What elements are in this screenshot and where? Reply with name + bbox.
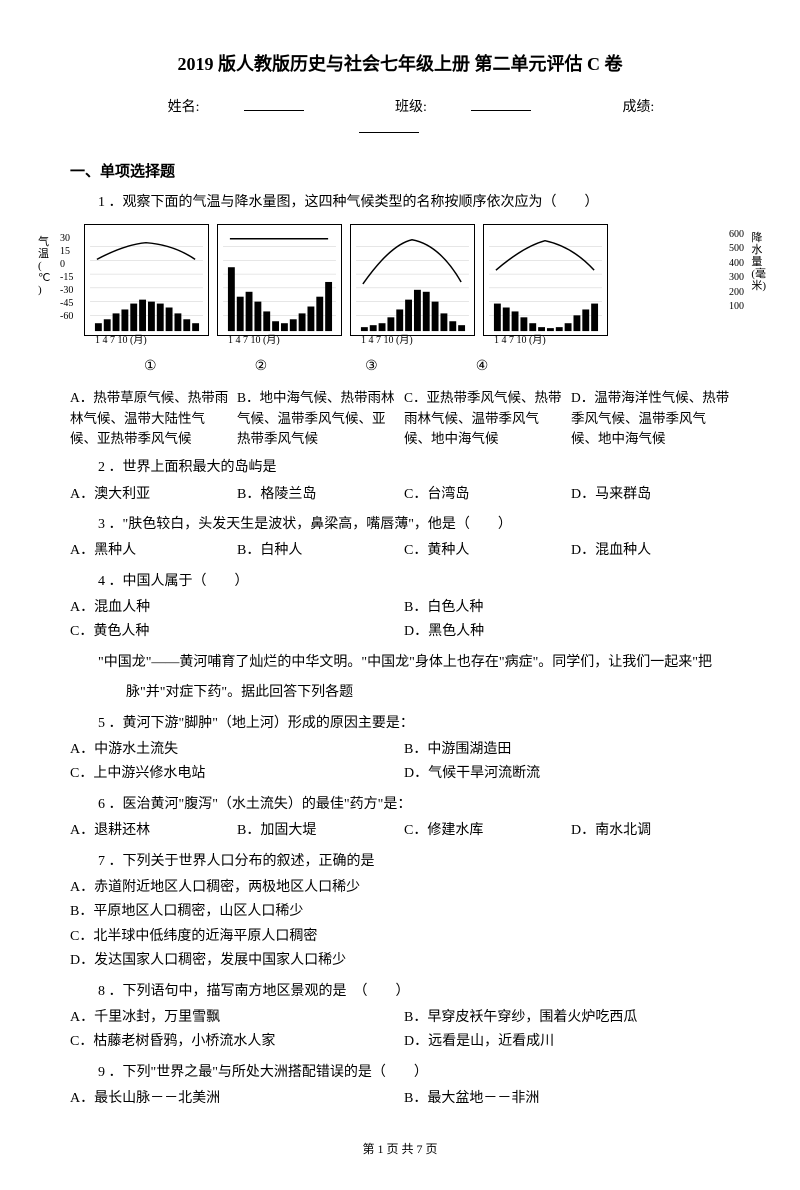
axis-right-tick: 600 xyxy=(729,228,744,243)
score-label: 成绩: xyxy=(622,100,654,115)
q8-opt-c[interactable]: C．枯藤老树昏鸦，小桥流水人家 xyxy=(70,1031,396,1053)
q2-options: A．澳大利亚 B．格陵兰岛 C．台湾岛 D．马来群岛 xyxy=(70,484,730,506)
q2-opt-b[interactable]: B．格陵兰岛 xyxy=(237,484,396,506)
chart-number: ② xyxy=(255,356,268,378)
axis-left-tick: -30 xyxy=(60,284,73,297)
q5-opt-c[interactable]: C．上中游兴修水电站 xyxy=(70,763,396,785)
name-label: 姓名: xyxy=(168,100,200,115)
q3-opt-d[interactable]: D．混血种人 xyxy=(571,540,730,562)
name-blank[interactable] xyxy=(244,97,304,111)
q7-text: 7 ．下列关于世界人口分布的叙述，正确的是 xyxy=(98,851,730,873)
q5-opt-b[interactable]: B．中游围湖造田 xyxy=(404,739,730,761)
temp-axis-label: 气温(℃) xyxy=(38,236,50,296)
q5-text: 5 ．黄河下游"脚肿"（地上河）形成的原因主要是： xyxy=(98,713,730,735)
chart-number: ① xyxy=(144,356,157,378)
q8-options: A．千里冰封，万里雪飘 B．早穿皮袄午穿纱，围着火炉吃西瓜 C．枯藤老树昏鸦，小… xyxy=(70,1007,730,1054)
student-info-row: 姓名: 班级: 成绩: xyxy=(70,97,730,142)
q3-opt-a[interactable]: A．黑种人 xyxy=(70,540,229,562)
q3-text: 3 ．"肤色较白，头发天生是波状，鼻梁高，嘴唇薄"，他是（ ） xyxy=(98,514,730,536)
axis-left-tick: -60 xyxy=(60,310,73,323)
q6-opt-c[interactable]: C．修建水库 xyxy=(404,820,563,842)
axis-right-tick: 500 xyxy=(729,242,744,257)
q3-opt-c[interactable]: C．黄种人 xyxy=(404,540,563,562)
q4-options: A．混血人种 B．白色人种 C．黄色人种 D．黑色人种 xyxy=(70,597,730,644)
precip-axis-label: 降水量(毫米) xyxy=(751,232,766,292)
q4-opt-c[interactable]: C．黄色人种 xyxy=(70,621,396,643)
q2-text: 2 ．世界上面积最大的岛屿是 xyxy=(98,457,730,479)
q8-text: 8 ．下列语句中，描写南方地区景观的是 （ ） xyxy=(98,981,730,1003)
q2-opt-d[interactable]: D．马来群岛 xyxy=(571,484,730,506)
q4-opt-d[interactable]: D．黑色人种 xyxy=(404,621,730,643)
axis-left-tick: 30 xyxy=(60,232,73,245)
climate-chart-1: 1 4 7 10 (月) xyxy=(84,224,209,336)
q7-opt-c[interactable]: C．北半球中低纬度的近海平原人口稠密 xyxy=(70,926,730,948)
q6-options: A．退耕还林 B．加固大堤 C．修建水库 D．南水北调 xyxy=(70,820,730,842)
score-blank[interactable] xyxy=(359,119,419,133)
chart-number-row: ① ② ③ ④ xyxy=(144,356,730,378)
q9-opt-b[interactable]: B．最大盆地－－非洲 xyxy=(404,1088,730,1110)
q8-opt-b[interactable]: B．早穿皮袄午穿纱，围着火炉吃西瓜 xyxy=(404,1007,730,1029)
q7-opt-d[interactable]: D．发达国家人口稠密，发展中国家人口稀少 xyxy=(70,950,730,972)
q1-text: 1 ．观察下面的气温与降水量图，这四种气候类型的名称按顺序依次应为（ ） xyxy=(98,192,730,214)
q2-opt-c[interactable]: C．台湾岛 xyxy=(404,484,563,506)
q6-text: 6 ．医治黄河"腹泻"（水土流失）的最佳"药方"是： xyxy=(98,794,730,816)
q5-opt-d[interactable]: D．气候干旱河流断流 xyxy=(404,763,730,785)
q3-opt-b[interactable]: B．白种人 xyxy=(237,540,396,562)
axis-right-tick: 100 xyxy=(729,300,744,315)
passage-line2: 脉"并"对症下药"。据此回答下列各题 xyxy=(126,682,730,704)
month-label: 1 4 7 10 (月) xyxy=(228,333,280,349)
climate-chart-4: 1 4 7 10 (月) xyxy=(483,224,608,336)
month-label: 1 4 7 10 (月) xyxy=(494,333,546,349)
q1-opt-a[interactable]: A．热带草原气候、热带雨林气候、温带大陆性气候、亚热带季风气候 xyxy=(70,388,229,449)
q9-options: A．最长山脉－－北美洲 B．最大盆地－－非洲 xyxy=(70,1088,730,1110)
document-title: 2019 版人教版历史与社会七年级上册 第二单元评估 C 卷 xyxy=(70,50,730,79)
q8-opt-d[interactable]: D．远看是山，近看成川 xyxy=(404,1031,730,1053)
q1-opt-c[interactable]: C．亚热带季风气候、热带雨林气候、温带季风气候、地中海气候 xyxy=(404,388,563,449)
axis-left-tick: -15 xyxy=(60,271,73,284)
month-label: 1 4 7 10 (月) xyxy=(95,333,147,349)
axis-left-tick: 0 xyxy=(60,258,73,271)
q1-opt-d[interactable]: D．温带海洋性气候、热带季风气候、温带季风气候、地中海气候 xyxy=(571,388,730,449)
month-label: 1 4 7 10 (月) xyxy=(361,333,413,349)
class-blank[interactable] xyxy=(471,97,531,111)
climate-charts-row: 1 4 7 10 (月) 1 4 7 10 (月) 1 4 7 10 (月) 1… xyxy=(84,224,730,336)
q5-options: A．中游水土流失 B．中游围湖造田 C．上中游兴修水电站 D．气候干旱河流断流 xyxy=(70,739,730,786)
climate-chart-2: 1 4 7 10 (月) xyxy=(217,224,342,336)
q7-opt-a[interactable]: A．赤道附近地区人口稠密，两极地区人口稀少 xyxy=(70,877,730,899)
q7-opt-b[interactable]: B．平原地区人口稠密，山区人口稀少 xyxy=(70,901,730,923)
q7-options: A．赤道附近地区人口稠密，两极地区人口稀少 B．平原地区人口稠密，山区人口稀少 … xyxy=(70,877,730,973)
q4-opt-b[interactable]: B．白色人种 xyxy=(404,597,730,619)
climate-chart-3: 1 4 7 10 (月) xyxy=(350,224,475,336)
q6-opt-d[interactable]: D．南水北调 xyxy=(571,820,730,842)
q5-opt-a[interactable]: A．中游水土流失 xyxy=(70,739,396,761)
chart-number: ④ xyxy=(476,356,489,378)
axis-right-tick: 400 xyxy=(729,257,744,272)
q4-opt-a[interactable]: A．混血人种 xyxy=(70,597,396,619)
axis-right-tick: 300 xyxy=(729,271,744,286)
q6-opt-a[interactable]: A．退耕还林 xyxy=(70,820,229,842)
axis-left-tick: 15 xyxy=(60,245,73,258)
q9-opt-a[interactable]: A．最长山脉－－北美洲 xyxy=(70,1088,396,1110)
q4-text: 4 ．中国人属于（ ） xyxy=(98,571,730,593)
passage-line1: "中国龙"——黄河哺育了灿烂的中华文明。"中国龙"身体上也存在"病症"。同学们，… xyxy=(98,652,730,674)
q8-opt-a[interactable]: A．千里冰封，万里雪飘 xyxy=(70,1007,396,1029)
class-label: 班级: xyxy=(395,100,427,115)
q1-opt-b[interactable]: B．地中海气候、热带雨林气候、温带季风气候、亚热带季风气候 xyxy=(237,388,396,449)
chart-number: ③ xyxy=(365,356,378,378)
axis-left-tick: -45 xyxy=(60,297,73,310)
page-footer: 第 1 页 共 7 页 xyxy=(70,1140,730,1159)
axis-right-tick: 200 xyxy=(729,286,744,301)
q3-options: A．黑种人 B．白种人 C．黄种人 D．混血种人 xyxy=(70,540,730,562)
q9-text: 9 ．下列"世界之最"与所处大洲搭配错误的是（ ） xyxy=(98,1062,730,1084)
q2-opt-a[interactable]: A．澳大利亚 xyxy=(70,484,229,506)
q1-options: A．热带草原气候、热带雨林气候、温带大陆性气候、亚热带季风气候 B．地中海气候、… xyxy=(70,388,730,449)
section-heading: 一、单项选择题 xyxy=(70,160,730,184)
q6-opt-b[interactable]: B．加固大堤 xyxy=(237,820,396,842)
